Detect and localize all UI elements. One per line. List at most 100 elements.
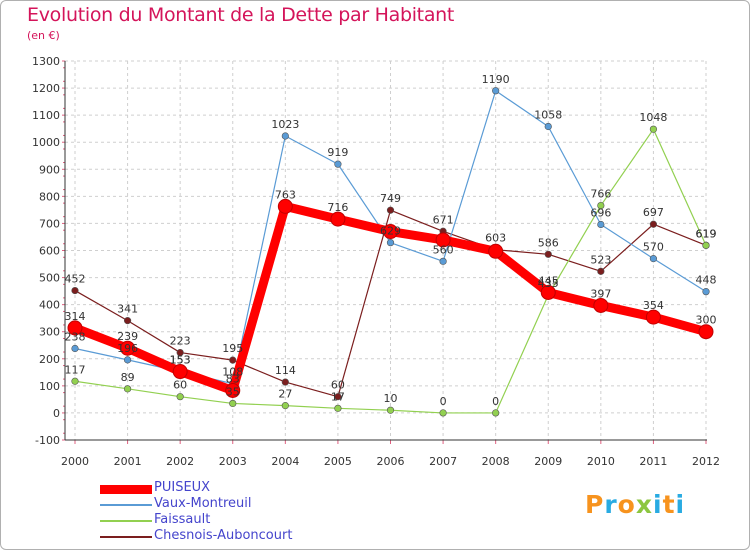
data-point (386, 406, 395, 414)
y-tick-label: 300 (39, 326, 60, 339)
data-point (330, 211, 346, 227)
data-label: 763 (275, 188, 296, 201)
x-tick-label: 2007 (429, 455, 457, 468)
data-point (544, 250, 552, 258)
data-point (439, 257, 447, 265)
data-label: 523 (590, 253, 611, 266)
y-tick-label: 100 (39, 380, 60, 393)
data-label: 696 (590, 207, 611, 220)
legend-swatch (100, 485, 152, 494)
data-label: 619 (696, 227, 717, 240)
data-point (597, 201, 605, 210)
data-label: 448 (696, 274, 717, 287)
data-label: 1058 (534, 109, 562, 122)
data-label: 0 (440, 395, 447, 408)
logo-letter: r (604, 490, 618, 519)
data-point (488, 243, 504, 259)
data-label: 619 (696, 227, 717, 240)
data-point (229, 356, 237, 364)
data-label: 10 (384, 392, 398, 405)
y-tick-label: 0 (53, 407, 60, 420)
x-tick-label: 2012 (692, 455, 720, 468)
logo-letter: x (635, 490, 653, 519)
data-point (281, 378, 289, 386)
legend-label: PUISEUX (154, 480, 211, 495)
data-point (120, 340, 136, 356)
data-point (597, 267, 605, 275)
x-tick-label: 2008 (482, 455, 510, 468)
y-tick-label: 1200 (32, 82, 60, 95)
data-label: 300 (696, 314, 717, 327)
logo-letter: t (662, 490, 676, 519)
legend-label: Faissault (154, 512, 211, 527)
data-label: 1023 (271, 118, 299, 131)
x-tick-label: 2001 (114, 455, 142, 468)
data-label: 108 (222, 366, 243, 379)
data-point (334, 404, 342, 412)
x-tick-label: 2006 (377, 455, 405, 468)
legend-swatch (100, 536, 152, 538)
data-label: 697 (643, 206, 664, 219)
data-label: 919 (327, 146, 348, 159)
data-label: 1190 (482, 73, 510, 86)
data-label: 17 (331, 390, 345, 403)
data-point (435, 232, 451, 248)
data-label: 435 (538, 277, 559, 290)
data-label: 314 (65, 310, 86, 323)
data-point (334, 160, 342, 168)
data-label: 671 (433, 213, 454, 226)
data-label: 83 (226, 372, 240, 385)
data-label: 397 (590, 287, 611, 300)
data-label: 27 (278, 388, 292, 401)
legend-swatch (100, 520, 152, 522)
legend-swatch (100, 504, 152, 506)
data-label: 195 (222, 342, 243, 355)
data-label: 354 (643, 299, 664, 312)
data-point (176, 393, 184, 401)
chart-subtitle: (en €) (27, 29, 60, 42)
y-tick-label: 700 (39, 217, 60, 230)
data-point (71, 377, 79, 385)
data-point (492, 87, 500, 95)
data-label: 586 (538, 236, 559, 249)
data-label: 89 (121, 371, 135, 384)
data-point (172, 364, 188, 380)
data-label: 0 (492, 395, 499, 408)
data-point (123, 356, 132, 364)
logo-letter: P (585, 490, 605, 519)
data-label: 60 (173, 379, 187, 392)
axes: -100010020030040050060070080090010001100… (32, 55, 720, 468)
data-label: 716 (327, 201, 348, 214)
data-label: 341 (117, 303, 138, 316)
x-tick-label: 2005 (324, 455, 352, 468)
data-point (645, 309, 661, 325)
data-point (386, 206, 395, 214)
data-label: 114 (275, 364, 296, 377)
data-point (540, 284, 556, 300)
data-point (277, 198, 293, 214)
y-tick-label: 200 (39, 353, 60, 366)
x-tick-label: 2002 (166, 455, 194, 468)
data-point (383, 224, 398, 240)
data-point (702, 288, 710, 296)
data-label: 766 (590, 188, 611, 201)
data-point (649, 220, 658, 228)
data-point (123, 317, 132, 325)
data-label: 196 (117, 342, 138, 355)
data-point (229, 399, 237, 408)
data-point (67, 320, 83, 336)
data-label: 153 (170, 354, 191, 367)
data-point (702, 241, 710, 249)
logo-letter: o (617, 490, 636, 519)
data-point (649, 125, 658, 133)
data-label: 603 (485, 232, 506, 245)
legend-label: Vaux-Montreuil (154, 496, 252, 511)
y-tick-label: 500 (39, 272, 60, 285)
y-tick-label: 800 (39, 190, 60, 203)
data-label: 117 (65, 363, 86, 376)
data-label: 560 (433, 243, 454, 256)
y-tick-label: -100 (35, 434, 60, 447)
proxiti-logo: Proxiti (585, 490, 685, 519)
data-label: 35 (226, 385, 240, 398)
